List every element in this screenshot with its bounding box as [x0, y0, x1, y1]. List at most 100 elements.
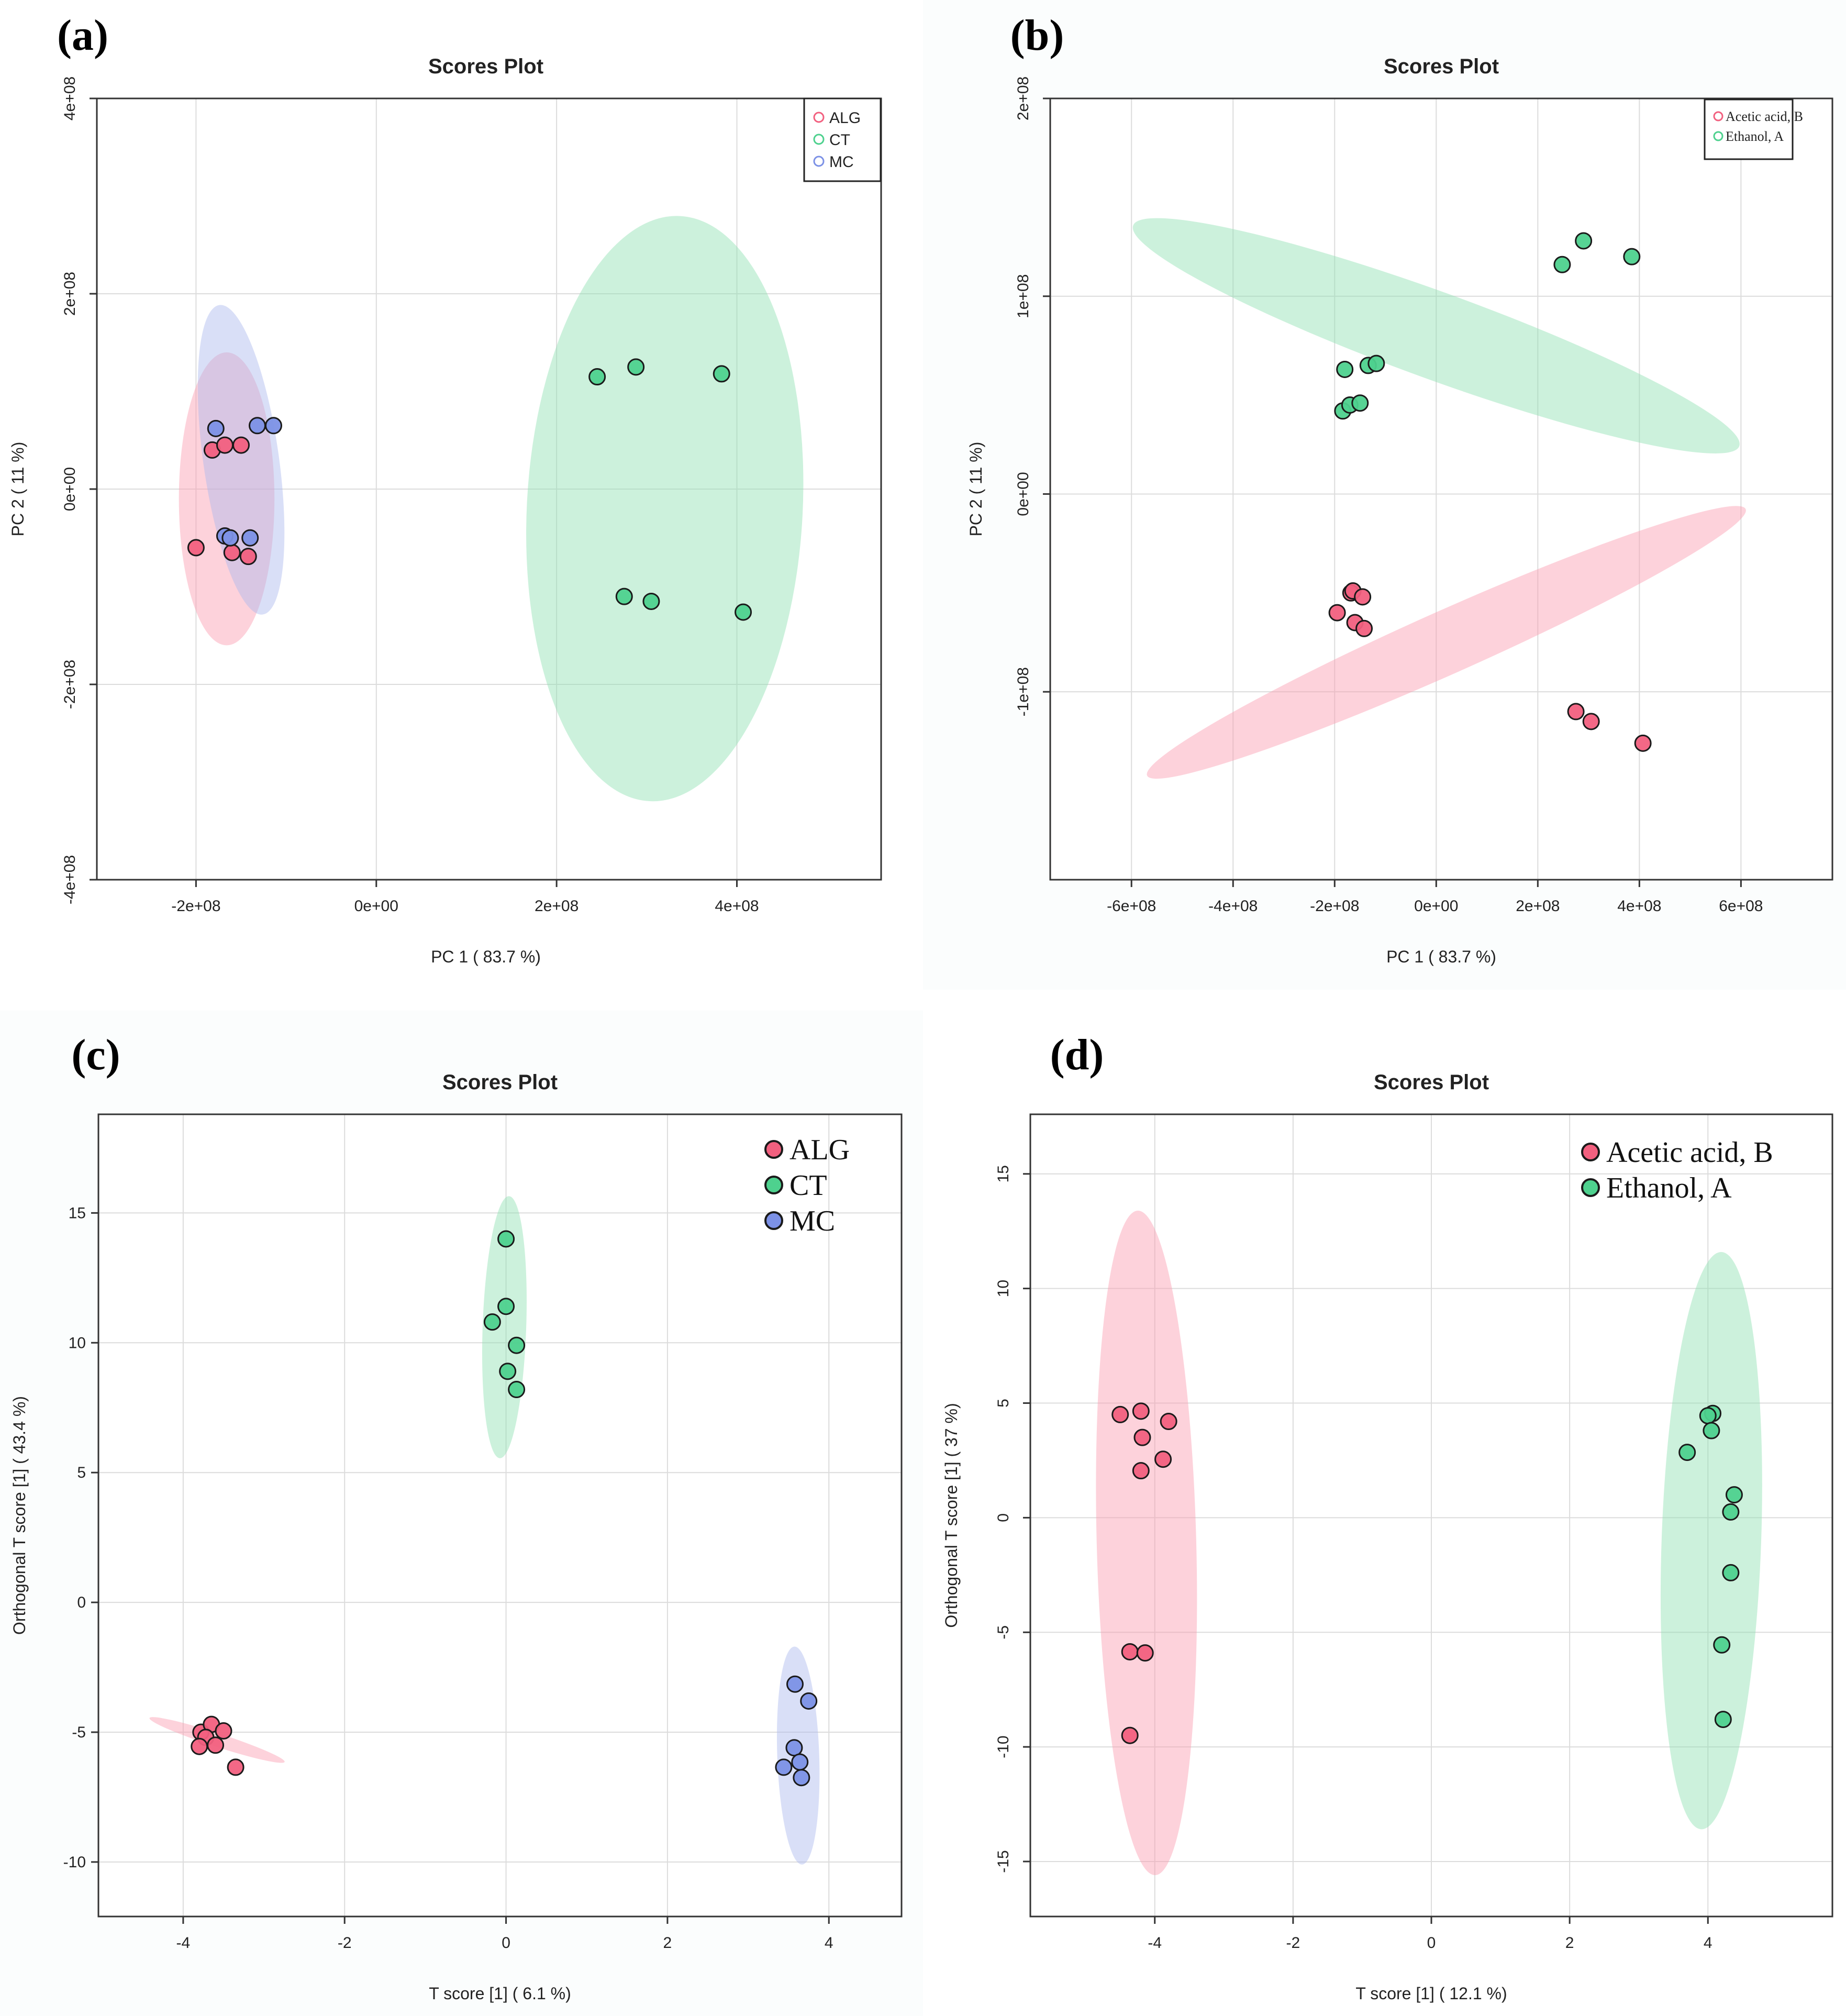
x-tick-label: 6e+08 [1719, 898, 1763, 915]
data-point [241, 529, 259, 547]
y-tick-label: 4e+08 [61, 76, 79, 120]
data-point [1567, 703, 1585, 721]
data-point [1553, 256, 1571, 273]
plot-frame [97, 1113, 903, 1918]
plot-area [98, 1114, 902, 1917]
confidence-ellipse-ethanol-a [1132, 218, 1740, 453]
legend-label: Acetic acid, B [1726, 109, 1803, 124]
data-point [786, 1675, 804, 1693]
data-point [232, 436, 250, 454]
series-alg [191, 1715, 244, 1776]
x-tick-label: 0 [502, 1934, 510, 1952]
legend-label: CT [789, 1169, 827, 1202]
legend-marker [1713, 131, 1723, 141]
y-tick-label: -10 [63, 1854, 86, 1871]
legend-label: ALG [789, 1134, 850, 1166]
series-ethanol-a [1334, 232, 1641, 420]
y-tick-label: 2e+08 [1015, 76, 1032, 120]
data-point [1132, 1462, 1150, 1480]
legend-marker [764, 1140, 783, 1159]
data-point [216, 436, 234, 454]
data-point [642, 592, 660, 610]
data-point [775, 1758, 793, 1776]
x-axis-label: PC 1 ( 83.7 %) [1386, 947, 1496, 966]
x-tick-label: 2 [1565, 1934, 1574, 1952]
panel-a: (a) Scores Plot -2e+08 0e+00 2e+08 4e+08 -4e+0… [0, 0, 923, 990]
y-tick-label: 0e+00 [1015, 472, 1032, 516]
y-tick-label: 10 [69, 1334, 86, 1352]
y-tick-label: 1e+08 [1015, 274, 1032, 318]
chart-title: Scores Plot [1374, 1071, 1489, 1094]
confidence-ellipse-ethanol-a [1660, 1251, 1762, 1830]
panel-d: (d) Scores Plot -4 -2 0 2 4 -15 -10 -5 0 5 10 15 T sco… [923, 1011, 1846, 2016]
panel-c: (c) Scores Plot -4 -2 0 2 4 -10 -5 0 5 10 15 T score … [0, 1011, 923, 2016]
plot-frame [1049, 97, 1833, 881]
legend-marker [1581, 1178, 1600, 1197]
data-point [497, 1298, 515, 1315]
x-axis-label: T score [1] ( 6.1 %) [429, 1984, 571, 2003]
data-point [497, 1230, 515, 1248]
y-tick-label: 15 [69, 1204, 86, 1222]
panel-b: (b) Scores Plot -6e+08 -4e+08 -2e+08 0e+00 2e+… [923, 0, 1846, 990]
data-point [1582, 713, 1600, 730]
y-tick-label: -5 [72, 1724, 86, 1741]
data-point [1355, 619, 1373, 637]
data-point [1111, 1405, 1129, 1423]
x-axis-label: PC 1 ( 83.7 %) [431, 947, 541, 966]
legend-marker [1581, 1143, 1600, 1161]
data-point [1722, 1503, 1740, 1521]
data-point [1623, 248, 1641, 265]
data-point [1336, 360, 1354, 378]
y-tick-label: 10 [995, 1280, 1012, 1297]
data-point [785, 1739, 803, 1757]
legend-label: Ethanol, A [1606, 1172, 1732, 1204]
legend-box [1704, 98, 1794, 160]
data-point [508, 1336, 526, 1354]
data-point [1699, 1407, 1717, 1425]
y-tick-label: -10 [995, 1735, 1012, 1758]
series-acetic-acid-b [1111, 1402, 1177, 1744]
data-point [1714, 1711, 1732, 1729]
data-point [227, 1758, 244, 1776]
y-tick-label: -1e+08 [1015, 667, 1032, 716]
y-tick-label: -5 [995, 1625, 1012, 1640]
x-tick-label: -2e+08 [1310, 898, 1359, 915]
panel-label: (d) [1050, 1031, 1104, 1079]
gridlines [98, 1114, 902, 1917]
data-point [627, 358, 645, 376]
confidence-ellipse-acetic-acid-b [1096, 1211, 1197, 1875]
data-point [499, 1363, 517, 1380]
data-point [483, 1313, 501, 1331]
data-point [1154, 1450, 1172, 1468]
legend-marker [813, 156, 825, 167]
x-tick-label: 0e+00 [354, 898, 398, 915]
x-tick-label: -4 [176, 1934, 191, 1952]
legend-marker [813, 112, 825, 123]
legend-label: MC [789, 1205, 835, 1237]
y-axis-label: Orthogonal T score [1] ( 43.4 %) [10, 1396, 29, 1635]
y-tick-label: 0 [77, 1594, 86, 1611]
data-point [1160, 1413, 1177, 1431]
y-tick-label: -15 [995, 1850, 1012, 1873]
chart-title: Scores Plot [442, 1071, 558, 1094]
data-point [800, 1692, 818, 1710]
y-tick-label: -2e+08 [61, 660, 79, 709]
legend: ALG CT MC [803, 97, 882, 182]
data-point [1713, 1636, 1731, 1654]
series-mc [207, 417, 282, 547]
panel-label: (a) [57, 11, 108, 60]
x-tick-label: 2e+08 [535, 898, 579, 915]
legend-label: Ethanol, A [1726, 129, 1784, 144]
data-point [1725, 1486, 1743, 1504]
y-tick-label: -4e+08 [61, 855, 79, 904]
x-tick-label: 4e+08 [1617, 898, 1661, 915]
data-point [1575, 232, 1593, 250]
chart-title: Scores Plot [428, 55, 543, 78]
data-point [1703, 1422, 1720, 1439]
series-ethanol-a [1678, 1404, 1743, 1729]
panel-label: (c) [71, 1031, 120, 1079]
data-point [207, 1736, 225, 1754]
data-point [191, 1737, 208, 1755]
